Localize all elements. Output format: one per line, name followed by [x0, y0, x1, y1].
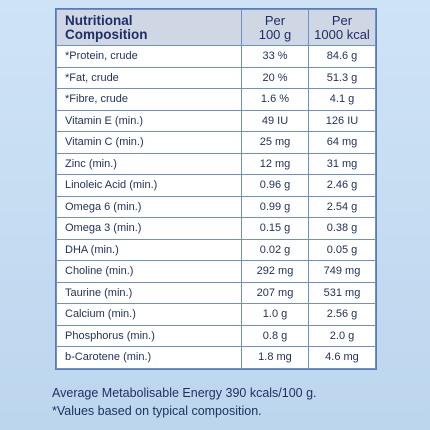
nutrient-name: DHA (min.)	[56, 238, 242, 261]
header-per-1000kcal: Per 1000 kcal	[308, 9, 376, 46]
value-per-100g: 49 IU	[241, 109, 309, 132]
header-composition: Nutritional Composition	[56, 9, 242, 46]
table-row: Vitamin C (min.) 25 mg 64 mg	[56, 131, 376, 154]
header-per-100g-line2: 100 g	[258, 26, 292, 42]
nutrient-name: *Protein, crude	[56, 45, 242, 68]
value-per-1000kcal: 84.6 g	[308, 45, 376, 68]
header-per-1000kcal-line1: Per	[331, 12, 353, 28]
value-per-100g: 1.8 mg	[241, 346, 309, 369]
value-per-100g: 0.02 g	[241, 238, 309, 261]
nutrient-name: Zinc (min.)	[56, 152, 242, 175]
header-per-1000kcal-line2: 1000 kcal	[314, 26, 370, 42]
nutrient-name: b-Carotene (min.)	[56, 346, 242, 369]
table-row: Zinc (min.) 12 mg 31 mg	[56, 152, 376, 175]
header-composition-line2: Composition	[65, 26, 148, 42]
value-per-100g: 20 %	[241, 66, 309, 89]
table-row: b-Carotene (min.) 1.8 mg 4.6 mg	[56, 346, 376, 369]
value-per-1000kcal: 749 mg	[308, 260, 376, 283]
value-per-1000kcal: 4.1 g	[308, 88, 376, 111]
value-per-1000kcal: 0.05 g	[308, 238, 376, 261]
value-per-100g: 1.6 %	[241, 88, 309, 111]
table-row: *Fat, crude 20 % 51.3 g	[56, 66, 376, 89]
nutrient-name: Omega 6 (min.)	[56, 195, 242, 218]
header-composition-line1: Nutritional	[65, 12, 133, 28]
nutrient-name: Choline (min.)	[56, 260, 242, 283]
value-per-1000kcal: 51.3 g	[308, 66, 376, 89]
value-per-1000kcal: 2.56 g	[308, 303, 376, 326]
value-per-100g: 12 mg	[241, 152, 309, 175]
table-row: Taurine (min.) 207 mg 531 mg	[56, 281, 376, 304]
table-row: *Protein, crude 33 % 84.6 g	[56, 45, 376, 68]
value-per-100g: 0.8 g	[241, 324, 309, 347]
energy-footnote: Average Metabolisable Energy 390 kcals/1…	[52, 386, 317, 400]
value-per-100g: 25 mg	[241, 131, 309, 154]
table-header-row: Nutritional Composition Per 100 g Per 10…	[56, 9, 376, 46]
value-per-1000kcal: 531 mg	[308, 281, 376, 304]
table-row: Omega 3 (min.) 0.15 g 0.38 g	[56, 217, 376, 240]
value-per-1000kcal: 64 mg	[308, 131, 376, 154]
value-per-1000kcal: 0.38 g	[308, 217, 376, 240]
value-per-100g: 292 mg	[241, 260, 309, 283]
nutrient-name: *Fat, crude	[56, 66, 242, 89]
table-row: Calcium (min.) 1.0 g 2.56 g	[56, 303, 376, 326]
nutrient-name: Phosphorus (min.)	[56, 324, 242, 347]
header-per-100g-line1: Per	[264, 12, 286, 28]
value-per-1000kcal: 4.6 mg	[308, 346, 376, 369]
nutrient-name: Omega 3 (min.)	[56, 217, 242, 240]
header-per-100g: Per 100 g	[241, 9, 309, 46]
nutrition-table-container: Nutritional Composition Per 100 g Per 10…	[55, 8, 377, 370]
nutrient-name: Vitamin E (min.)	[56, 109, 242, 132]
value-per-1000kcal: 2.46 g	[308, 174, 376, 197]
table-row: Choline (min.) 292 mg 749 mg	[56, 260, 376, 283]
nutrient-name: Vitamin C (min.)	[56, 131, 242, 154]
value-per-100g: 33 %	[241, 45, 309, 68]
value-per-1000kcal: 2.0 g	[308, 324, 376, 347]
nutrient-name: *Fibre, crude	[56, 88, 242, 111]
table-row: Linoleic Acid (min.) 0.96 g 2.46 g	[56, 174, 376, 197]
table-row: Phosphorus (min.) 0.8 g 2.0 g	[56, 324, 376, 347]
nutrition-table: Nutritional Composition Per 100 g Per 10…	[56, 9, 376, 369]
nutrient-name: Calcium (min.)	[56, 303, 242, 326]
value-per-100g: 1.0 g	[241, 303, 309, 326]
nutrient-name: Linoleic Acid (min.)	[56, 174, 242, 197]
value-per-1000kcal: 126 IU	[308, 109, 376, 132]
value-per-1000kcal: 2.54 g	[308, 195, 376, 218]
value-per-100g: 0.96 g	[241, 174, 309, 197]
table-row: DHA (min.) 0.02 g 0.05 g	[56, 238, 376, 261]
table-row: *Fibre, crude 1.6 % 4.1 g	[56, 88, 376, 111]
table-row: Omega 6 (min.) 0.99 g 2.54 g	[56, 195, 376, 218]
value-per-1000kcal: 31 mg	[308, 152, 376, 175]
table-row: Vitamin E (min.) 49 IU 126 IU	[56, 109, 376, 132]
value-per-100g: 0.15 g	[241, 217, 309, 240]
nutrient-name: Taurine (min.)	[56, 281, 242, 304]
typical-values-footnote: *Values based on typical composition.	[52, 404, 262, 418]
value-per-100g: 207 mg	[241, 281, 309, 304]
value-per-100g: 0.99 g	[241, 195, 309, 218]
